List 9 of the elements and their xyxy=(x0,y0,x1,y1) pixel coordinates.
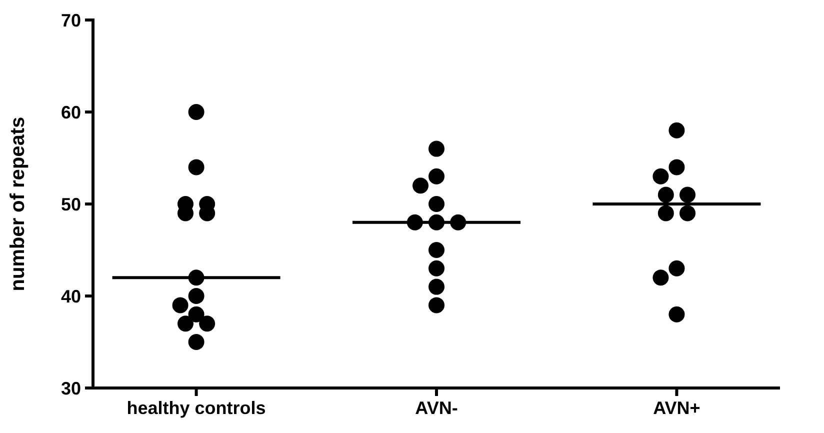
y-axis-title: number of repeats xyxy=(7,116,29,292)
x-tick-label: AVN+ xyxy=(653,398,700,418)
y-tick-label: 70 xyxy=(60,10,81,30)
x-tick-label: healthy controls xyxy=(126,398,266,418)
y-tick-label: 40 xyxy=(60,286,81,306)
y-tick-label: 50 xyxy=(60,194,81,214)
y-tick-label: 60 xyxy=(60,102,81,122)
x-tick-label: AVN- xyxy=(415,398,458,418)
y-tick-label: 30 xyxy=(60,378,81,398)
